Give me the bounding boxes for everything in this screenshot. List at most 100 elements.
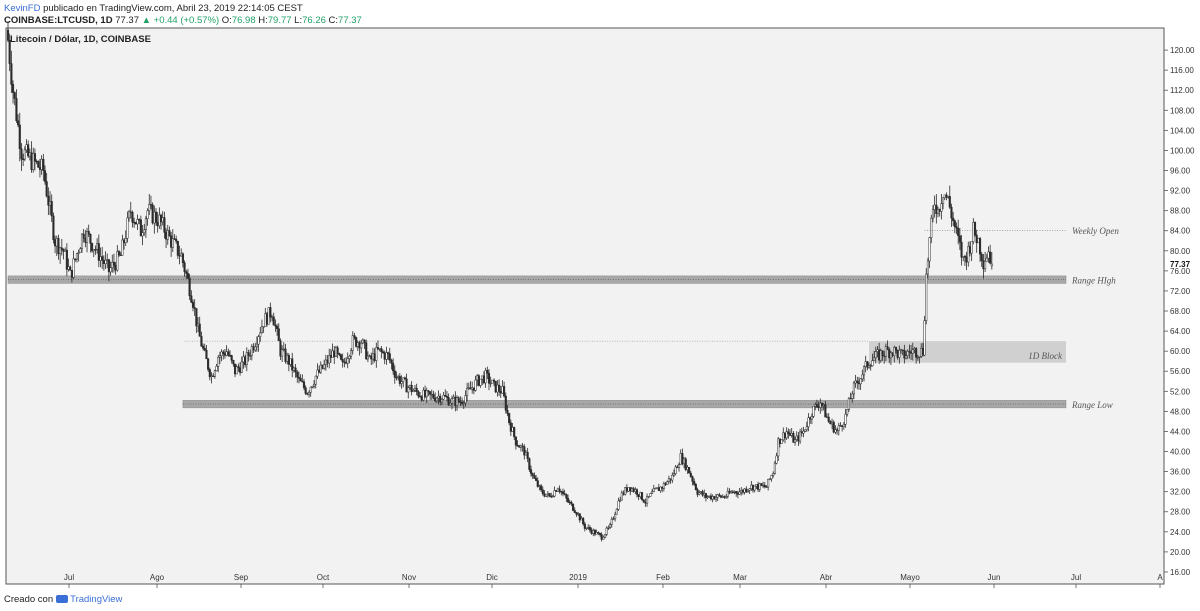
candle-body-228	[390, 359, 393, 364]
candle-body-265	[452, 396, 455, 399]
candle-body-327	[556, 488, 559, 492]
candle-body-165	[284, 348, 287, 362]
candle-body-310	[528, 458, 531, 470]
candle-body-44	[80, 233, 84, 249]
candle-body-576	[975, 234, 978, 244]
candle-body-367	[624, 487, 627, 495]
candle-body-89	[156, 221, 159, 227]
candle-body-167	[287, 355, 290, 365]
candle-body-247	[422, 389, 425, 401]
candle-body-210	[360, 342, 363, 349]
candle-body-18	[37, 161, 40, 168]
candle-body-342	[582, 517, 585, 525]
candle-body-325	[553, 490, 556, 497]
candle-body-216	[370, 355, 373, 360]
candle-body-12	[27, 144, 30, 157]
candle-body-31	[59, 247, 62, 255]
candle-body-80	[141, 232, 144, 237]
candle-body-194	[333, 350, 336, 357]
candle-body-134	[232, 360, 235, 365]
y-tick-label-0: 16.00	[1170, 568, 1191, 577]
candle-body-279	[476, 375, 479, 381]
candle-body-177	[304, 387, 307, 394]
candle-body-255	[435, 397, 438, 402]
candle-body-476	[807, 417, 810, 428]
candle-body-374	[635, 489, 639, 495]
candle-body-412	[699, 491, 702, 493]
candle-body-25	[48, 201, 52, 206]
x-tick-label-12: Jul	[1071, 573, 1081, 582]
x-tick-label-2: Sep	[234, 573, 249, 582]
candle-body-232	[397, 376, 400, 378]
plot-area	[5, 27, 1165, 585]
candle-body-387	[657, 487, 660, 491]
chart-title: Litecoin / Dólar, 1D, COINBASE	[10, 34, 151, 45]
published-text: publicado en TradingView.com, Abril 23, …	[43, 3, 303, 14]
candle-body-53	[96, 243, 99, 250]
publication-line: KevinFD publicado en TradingView.com, Ab…	[4, 3, 303, 14]
candle-body-329	[560, 491, 563, 493]
candle-body-373	[634, 489, 637, 492]
candle-body-414	[703, 493, 706, 496]
candle-body-483	[819, 402, 822, 408]
open-value: 76.98	[231, 15, 256, 26]
y-tick-label-17: 84.00	[1170, 227, 1191, 236]
candle-body-356	[605, 527, 608, 535]
candle-body-397	[674, 466, 677, 474]
candle-body-103	[180, 253, 183, 257]
candle-body-370	[629, 487, 632, 492]
candle-body-478	[810, 416, 813, 420]
high-value: 79.77	[267, 15, 292, 26]
candle-body-64	[114, 265, 117, 271]
candle-body-403	[684, 458, 687, 470]
candle-body-283	[482, 375, 485, 384]
candle-body-464	[787, 431, 790, 434]
author-link[interactable]: KevinFD	[4, 3, 41, 14]
candle-body-15	[32, 153, 35, 170]
zone-label-1: Range Low	[1071, 400, 1113, 410]
candle-body-336	[572, 503, 575, 511]
candle-body-264	[450, 398, 454, 404]
candle-body-262	[447, 397, 450, 406]
candle-body-125	[217, 357, 220, 367]
candle-body-277	[472, 387, 475, 391]
candle-body-568	[962, 255, 965, 258]
tradingview-link[interactable]: TradingView	[70, 594, 123, 605]
x-tick-label-4: Nov	[402, 573, 416, 582]
candle-body-138	[239, 367, 242, 373]
candle-body-215	[368, 355, 371, 357]
candle-body-552	[935, 204, 938, 214]
candle-body-381	[647, 496, 650, 498]
candle-body-119	[207, 358, 210, 370]
candle-body-380	[646, 496, 649, 504]
candle-body-338	[575, 512, 578, 515]
candle-body-578	[979, 238, 982, 255]
candle-body-383	[651, 491, 654, 494]
candle-body-521	[883, 355, 886, 357]
candle-body-453	[768, 478, 771, 480]
candle-body-543	[920, 348, 923, 357]
candle-body-302	[514, 436, 517, 446]
candle-body-244	[417, 391, 420, 397]
candle-body-14	[30, 152, 33, 170]
zone-label-0: Range HIgh	[1071, 276, 1116, 286]
candle-body-200	[343, 361, 346, 363]
candle-body-504	[854, 380, 857, 384]
candle-body-207	[355, 337, 358, 347]
candle-body-348	[592, 529, 595, 534]
candle-body-506	[857, 382, 861, 385]
candle-body-503	[852, 382, 855, 395]
candle-body-184	[316, 369, 319, 377]
candle-body-516	[874, 351, 877, 359]
candle-body-22	[43, 170, 47, 182]
candle-body-322	[548, 493, 551, 497]
candle-body-79	[139, 219, 142, 237]
candle-body-539	[913, 348, 916, 350]
candle-body-340	[578, 513, 581, 521]
candle-body-365	[620, 492, 623, 501]
candle-body-566	[958, 235, 961, 243]
candle-body-214	[366, 355, 369, 360]
candle-body-107	[186, 273, 189, 279]
y-tick-label-25: 116.00	[1170, 66, 1194, 75]
